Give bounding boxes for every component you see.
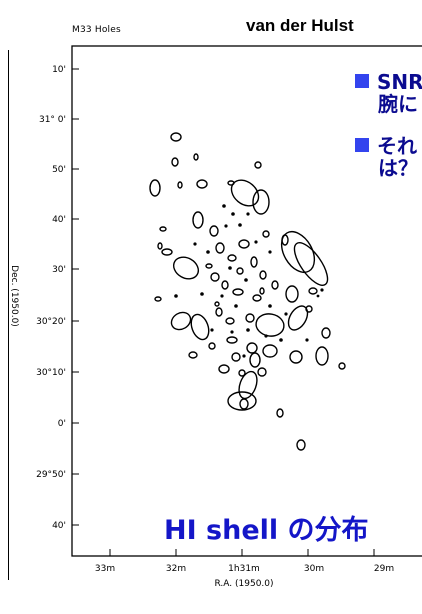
bullet-square-icon <box>355 74 369 88</box>
hi-holes <box>149 132 346 451</box>
y-tick-label: 31° 0' <box>39 115 66 125</box>
x-tick-label: 30m <box>304 564 324 574</box>
y-tick-label: 40' <box>52 215 66 225</box>
x-ticks <box>109 549 375 556</box>
x-tick-label: 1h31m <box>228 564 260 574</box>
adjacent-panel-edge <box>0 50 9 580</box>
y-tick-label: 50' <box>52 165 66 175</box>
y-tick-label: 30°10' <box>36 368 66 378</box>
y-ticks <box>72 68 79 526</box>
bullet-item-continuation: 腕に <box>378 92 418 116</box>
y-axis-label: Dec. (1950.0) <box>9 265 19 327</box>
bullet-item-continuation: は？ <box>378 156 418 180</box>
plot-frame <box>71 45 422 557</box>
y-tick-label: 10' <box>52 65 66 75</box>
y-tick-label: 0' <box>58 419 66 429</box>
x-tick-label: 33m <box>95 564 115 574</box>
bullet-text: SNR <box>377 70 422 94</box>
y-tick-label: 29°50' <box>36 470 66 480</box>
y-tick-label: 30' <box>52 265 66 275</box>
x-tick-label: 29m <box>374 564 394 574</box>
y-tick-label: 30°20' <box>36 317 66 327</box>
credit-label: van der Hulst <box>246 16 354 35</box>
figure-title: M33 Holes <box>72 25 121 35</box>
figure-caption: HI shell の分布 <box>164 515 369 546</box>
x-tick-label: 32m <box>166 564 186 574</box>
bullet-text: それ <box>377 134 417 158</box>
bullet-item: SNR <box>355 71 422 93</box>
hi-holes-small <box>174 204 324 358</box>
bullet-square-icon <box>355 138 369 152</box>
bullet-item: それ <box>355 135 417 157</box>
x-axis-label: R.A. (1950.0) <box>214 579 273 589</box>
y-tick-label: 40' <box>52 521 66 531</box>
